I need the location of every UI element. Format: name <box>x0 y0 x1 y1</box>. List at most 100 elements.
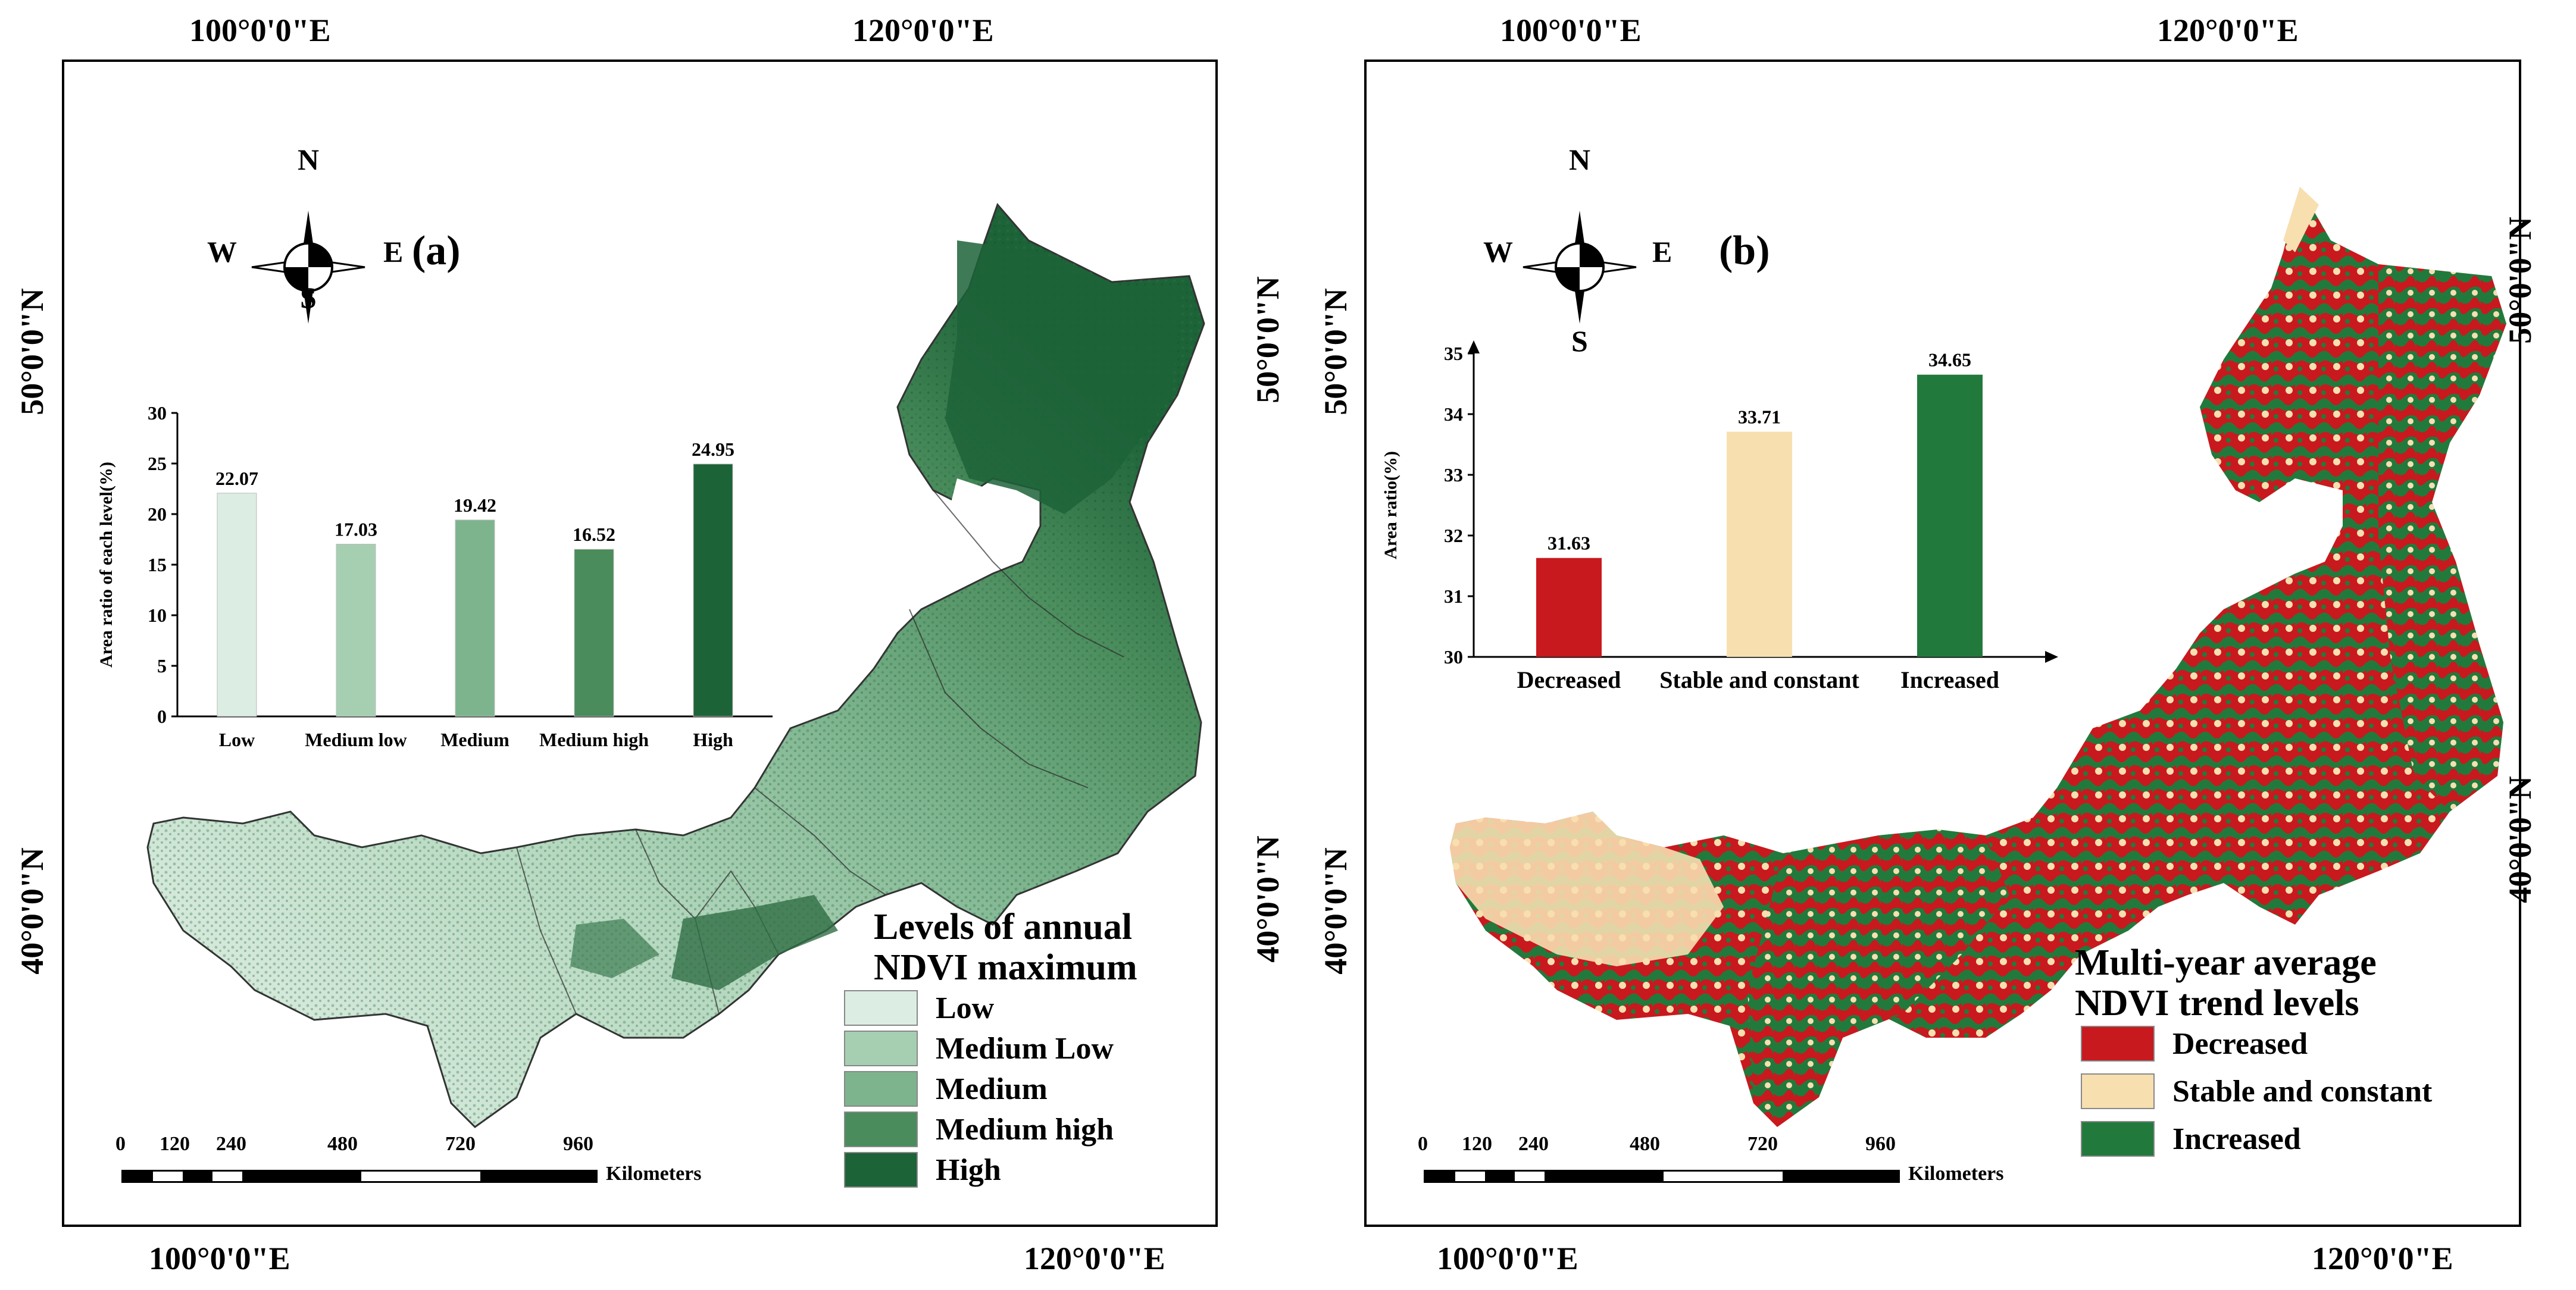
legend-label-medium-high: Medium high <box>936 1112 1114 1147</box>
legend-title-a-line2: NDVI maximum <box>874 947 1137 988</box>
scale-tick-0-b: 0 <box>1418 1133 1428 1155</box>
y-tick-label: 34 <box>1444 403 1463 425</box>
x-axis-arrow <box>2045 651 2058 663</box>
y-tick-label: 32 <box>1444 525 1463 546</box>
coord-bottom-left-a: 100°0'0"E <box>149 1241 290 1276</box>
bar-value-label: 19.42 <box>454 494 496 516</box>
y-axis-label: Area ratio of each level(%) <box>96 462 116 668</box>
y-tick-label: 0 <box>157 706 167 727</box>
compass-rose-b <box>1523 211 1637 324</box>
coord-bottom-right-b: 120°0'0"E <box>2312 1241 2453 1276</box>
bar-stable-and-constant <box>1727 431 1792 657</box>
legend-swatch-stable <box>2081 1073 2155 1109</box>
coord-right-upper-a: 50°0'0"N <box>1250 276 1286 403</box>
coord-bottom-left-b: 100°0'0"E <box>1437 1241 1578 1276</box>
category-label: Decreased <box>1517 666 1621 693</box>
scale-tick-720-b: 720 <box>1747 1133 1778 1155</box>
bar-chart-b: 30 31 32 33 34 35 Area ratio(%) 31.63 Decreased 3… <box>1381 340 2058 693</box>
legend-label-low: Low <box>936 991 995 1025</box>
map-a <box>146 203 1205 1128</box>
legend-label-decreased: Decreased <box>2172 1026 2308 1061</box>
coord-right-lower-b: 40°0'0"N <box>2502 776 2538 903</box>
scale-tick-480-a: 480 <box>327 1133 358 1155</box>
category-label: Stable and constant <box>1659 666 1859 693</box>
bar-medium-high <box>574 549 614 717</box>
y-tick-label: 33 <box>1444 464 1463 486</box>
scale-tick-720-a: 720 <box>445 1133 476 1155</box>
scale-unit-a: Kilometers <box>606 1163 702 1185</box>
scale-bar-a <box>121 1170 598 1183</box>
y-tick-label: 15 <box>148 554 167 575</box>
legend-label-medium-low: Medium Low <box>936 1031 1114 1066</box>
compass-w-a: W <box>207 235 237 268</box>
compass-n-b: N <box>1569 143 1591 176</box>
legend-swatch-low <box>844 990 918 1026</box>
legend-item-stable: Stable and constant <box>2081 1073 2432 1109</box>
y-axis-label: Area ratio(%) <box>1381 451 1400 559</box>
coord-left-lower-b: 40°0'0"N <box>1318 847 1353 975</box>
legend-title-a: Levels of annual NDVI maximum <box>874 907 1137 988</box>
legend-item-increased: Increased <box>2081 1121 2301 1157</box>
scale-tick-0-a: 0 <box>115 1133 126 1155</box>
scale-tick-120-b: 120 <box>1462 1133 1492 1155</box>
bar-value-label: 17.03 <box>334 518 377 540</box>
map-frame-a: N S W E (a) 0 5 10 15 20 25 30 Area ratio of ea… <box>62 60 1218 1227</box>
bar-increased <box>1917 374 1983 657</box>
bar-high <box>693 464 733 717</box>
legend-title-b-line2: NDVI trend levels <box>2075 983 2359 1023</box>
panel-label-a: (a) <box>412 228 461 274</box>
coord-top-right-b: 120°0'0"E <box>2157 12 2299 48</box>
coord-top-right: 120°0'0"E <box>852 12 994 48</box>
legend-swatch-medium-low <box>844 1031 918 1066</box>
bar-low <box>217 493 257 717</box>
legend-swatch-high <box>844 1152 918 1188</box>
category-label: Medium high <box>539 729 649 750</box>
scale-tick-960-a: 960 <box>563 1133 593 1155</box>
y-tick-label: 25 <box>148 453 167 474</box>
coord-bottom-right-a: 120°0'0"E <box>1024 1241 1165 1276</box>
legend-label-increased: Increased <box>2172 1122 2301 1156</box>
legend-item-medium-low: Medium Low <box>844 1031 1114 1066</box>
y-axis-arrow <box>1468 340 1480 353</box>
bar-value-label: 22.07 <box>215 468 258 489</box>
coord-top-left-b: 100°0'0"E <box>1500 12 1642 48</box>
coord-left-upper-a: 50°0'0"N <box>14 288 50 415</box>
bar-decreased <box>1536 558 1602 657</box>
compass-e-b: E <box>1652 235 1672 268</box>
y-tick-label: 20 <box>148 503 167 525</box>
panel-b: 100°0'0"E 120°0'0"E <box>1288 0 2576 1290</box>
legend-title-a-line1: Levels of annual <box>874 907 1133 947</box>
y-tick-label: 35 <box>1444 343 1463 364</box>
coord-right-upper-b: 50°0'0"N <box>2502 217 2538 344</box>
legend-label-medium: Medium <box>936 1072 1048 1106</box>
category-label: Increased <box>1900 666 1999 693</box>
category-label: Medium low <box>305 729 407 750</box>
scale-bar-b <box>1424 1170 1900 1183</box>
compass-w-b: W <box>1483 235 1513 268</box>
category-label: Low <box>219 729 255 750</box>
coord-top-left: 100°0'0"E <box>189 12 331 48</box>
map-frame-b: N S W E (b) 30 31 32 33 34 35 Area ratio(%) 31.… <box>1364 60 2521 1227</box>
legend-item-low: Low <box>844 990 994 1026</box>
map-b <box>1450 187 2506 1127</box>
legend-item-medium-high: Medium high <box>844 1111 1114 1147</box>
bar-medium <box>455 519 495 717</box>
legend-swatch-decreased <box>2081 1026 2155 1062</box>
scale-tick-120-a: 120 <box>160 1133 190 1155</box>
y-tick-label: 10 <box>148 605 167 626</box>
legend-item-medium: Medium <box>844 1071 1048 1107</box>
bar-value-label: 16.52 <box>573 524 615 545</box>
category-label: High <box>693 729 733 750</box>
bar-value-label: 34.65 <box>1928 349 1971 371</box>
legend-label-high: High <box>936 1153 1001 1187</box>
y-tick-label: 30 <box>148 402 167 424</box>
compass-rose-a <box>251 211 365 324</box>
legend-title-b-line1: Multi-year average <box>2075 943 2377 983</box>
legend-swatch-medium <box>844 1071 918 1107</box>
scale-tick-480-b: 480 <box>1630 1133 1660 1155</box>
legend-swatch-medium-high <box>844 1111 918 1147</box>
scale-tick-240-b: 240 <box>1518 1133 1549 1155</box>
scale-unit-b: Kilometers <box>1908 1163 2004 1185</box>
y-tick-label: 5 <box>157 655 167 677</box>
bar-value-label: 24.95 <box>692 439 734 460</box>
